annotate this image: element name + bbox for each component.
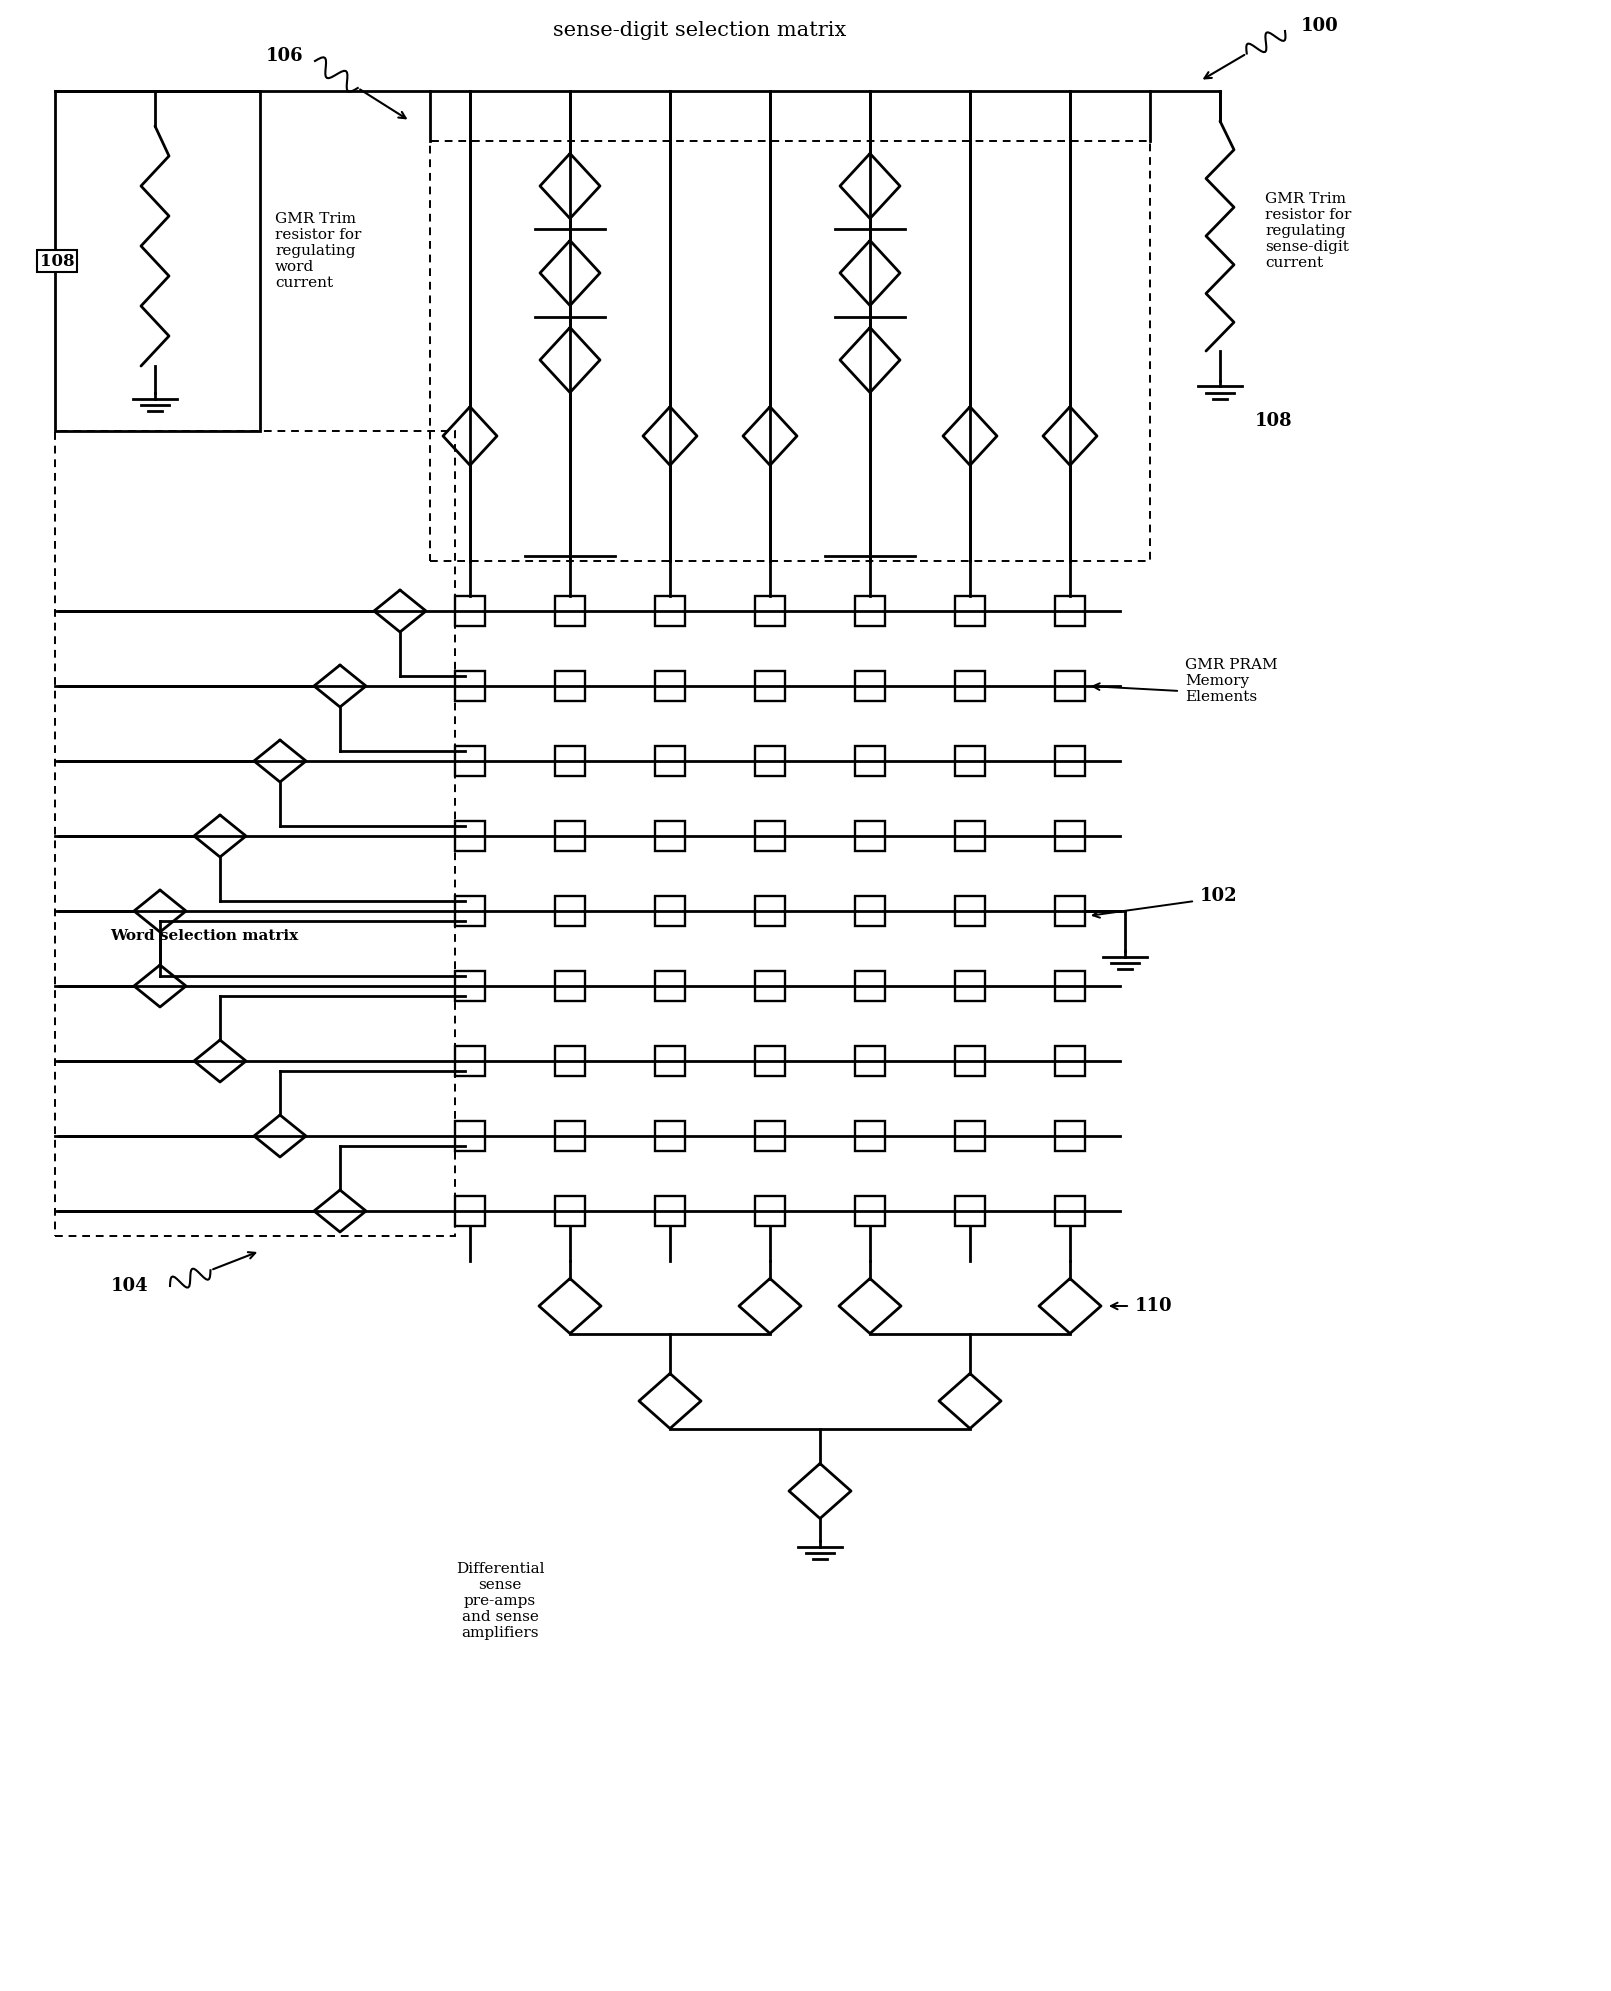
Bar (556, 1045, 585, 1075)
Text: sense-digit selection matrix: sense-digit selection matrix (553, 22, 847, 40)
Bar (656, 1045, 685, 1075)
Bar (855, 1121, 884, 1151)
Text: GMR Trim
resistor for
regulating
word
current: GMR Trim resistor for regulating word cu… (275, 211, 361, 291)
Bar (756, 1121, 785, 1151)
Bar (454, 1197, 485, 1226)
Bar (656, 1197, 685, 1226)
Text: Word selection matrix: Word selection matrix (110, 930, 298, 944)
Bar (855, 972, 884, 1001)
Bar (556, 820, 585, 850)
Bar (955, 820, 984, 850)
Bar (454, 747, 485, 776)
Text: 104: 104 (111, 1276, 148, 1294)
Bar (656, 972, 685, 1001)
Bar (1055, 747, 1084, 776)
Bar (955, 972, 984, 1001)
Bar (556, 1121, 585, 1151)
Bar (556, 972, 585, 1001)
Text: 108: 108 (40, 253, 74, 269)
Bar (656, 747, 685, 776)
Bar (855, 747, 884, 776)
Bar (656, 595, 685, 625)
Bar (756, 1197, 785, 1226)
Bar (855, 1197, 884, 1226)
Text: Differential
sense
pre-amps
and sense
amplifiers: Differential sense pre-amps and sense am… (456, 1561, 545, 1641)
Bar (955, 747, 984, 776)
Bar (1055, 896, 1084, 926)
Bar (656, 671, 685, 701)
Bar (454, 1045, 485, 1075)
Bar (855, 820, 884, 850)
Bar (1055, 972, 1084, 1001)
Bar (55, 430, 454, 1236)
Bar (955, 1197, 984, 1226)
Bar (955, 896, 984, 926)
Bar (756, 671, 785, 701)
Bar (656, 1121, 685, 1151)
Text: GMR PRAM
Memory
Elements: GMR PRAM Memory Elements (1186, 657, 1278, 705)
Bar (556, 896, 585, 926)
Bar (556, 747, 585, 776)
Bar (756, 747, 785, 776)
Bar (454, 820, 485, 850)
Text: 100: 100 (1302, 18, 1339, 36)
Bar (756, 972, 785, 1001)
Bar (855, 595, 884, 625)
Bar (454, 1121, 485, 1151)
Bar (430, 141, 1150, 561)
Bar (454, 896, 485, 926)
Bar (55, 92, 259, 430)
Bar (955, 595, 984, 625)
Bar (1055, 595, 1084, 625)
Text: 106: 106 (266, 48, 304, 66)
Bar (756, 1045, 785, 1075)
Bar (756, 896, 785, 926)
Bar (855, 896, 884, 926)
Bar (656, 896, 685, 926)
Bar (454, 595, 485, 625)
Bar (756, 595, 785, 625)
Bar (955, 1121, 984, 1151)
Bar (556, 1197, 585, 1226)
Bar (1055, 1045, 1084, 1075)
Text: GMR Trim
resistor for
regulating
sense-digit
current: GMR Trim resistor for regulating sense-d… (1265, 191, 1352, 271)
Text: 108: 108 (1255, 412, 1292, 430)
Bar (556, 595, 585, 625)
Bar (855, 671, 884, 701)
Bar (1055, 671, 1084, 701)
Bar (756, 820, 785, 850)
Bar (454, 671, 485, 701)
Bar (855, 1045, 884, 1075)
Bar (1055, 1121, 1084, 1151)
Bar (955, 1045, 984, 1075)
Bar (1055, 820, 1084, 850)
Bar (955, 671, 984, 701)
Bar (1055, 1197, 1084, 1226)
Bar (656, 820, 685, 850)
Bar (454, 972, 485, 1001)
Text: 110: 110 (1136, 1296, 1173, 1314)
Bar (556, 671, 585, 701)
Text: 102: 102 (1200, 888, 1237, 906)
